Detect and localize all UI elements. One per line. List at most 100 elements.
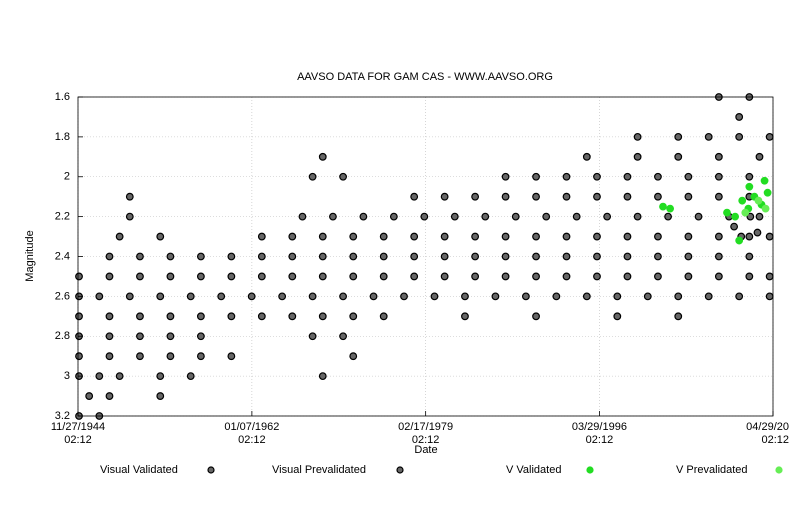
data-point — [735, 236, 744, 245]
data-point — [745, 172, 754, 181]
data-point — [765, 132, 774, 141]
data-point — [105, 392, 114, 400]
data-point — [603, 212, 612, 221]
data-point — [735, 132, 744, 141]
data-point — [379, 312, 388, 321]
data-point — [400, 292, 408, 301]
data-point — [308, 292, 317, 301]
data-point — [196, 332, 205, 341]
data-point — [379, 272, 388, 281]
data-point — [410, 232, 419, 241]
data-point — [633, 212, 642, 221]
data-point — [75, 352, 83, 361]
data-point — [582, 152, 591, 161]
data-point — [105, 312, 114, 321]
data-point — [461, 292, 469, 301]
data-point — [760, 176, 769, 185]
data-point — [257, 252, 266, 261]
data-point — [389, 212, 398, 221]
data-point — [714, 152, 723, 161]
data-point — [735, 292, 744, 301]
y-tick-label: 2.6 — [55, 290, 70, 302]
data-point — [674, 152, 683, 161]
legend-label: V Validated — [506, 464, 561, 476]
data-point — [582, 292, 591, 301]
y-tick-label: 2 — [64, 171, 70, 183]
data-point — [318, 232, 327, 241]
data-point — [227, 272, 236, 281]
data-point — [440, 272, 449, 281]
data-point — [532, 312, 540, 321]
data-point — [765, 272, 774, 281]
x-tick-label: 01/07/1962 02:12 — [224, 421, 279, 446]
data-point — [746, 212, 755, 221]
data-point — [738, 196, 747, 205]
x-tick-label: 03/29/1996 02:12 — [572, 421, 627, 446]
data-point — [741, 208, 750, 217]
data-point — [125, 292, 134, 301]
data-point — [349, 312, 358, 321]
data-point — [684, 252, 693, 261]
x-tick-label: 04/29/20 02:12 — [746, 421, 789, 446]
data-point — [694, 212, 703, 221]
data-point — [754, 196, 763, 205]
data-point — [450, 212, 459, 221]
y-tick-label: 2.2 — [55, 211, 70, 223]
data-point — [491, 292, 500, 301]
data-point — [136, 272, 144, 281]
data-point — [359, 212, 368, 221]
data-point — [714, 192, 723, 201]
data-point — [643, 292, 652, 301]
data-point — [196, 272, 205, 281]
data-point — [755, 152, 764, 161]
data-point — [420, 212, 429, 221]
legend-marker — [775, 466, 783, 474]
data-point — [765, 292, 774, 301]
data-point — [318, 152, 327, 161]
data-point — [714, 172, 723, 181]
data-point — [623, 272, 632, 281]
data-point — [684, 172, 693, 181]
y-tick-label: 3.2 — [55, 410, 70, 422]
data-point — [339, 292, 347, 301]
data-point — [227, 312, 236, 321]
data-point — [532, 252, 540, 261]
data-point — [95, 372, 104, 381]
data-point — [186, 292, 195, 301]
data-point — [339, 332, 347, 341]
plot-marks — [75, 93, 774, 420]
data-point — [318, 372, 327, 381]
data-point — [753, 228, 762, 237]
x-tick-label: 11/27/1944 02:12 — [51, 421, 105, 446]
data-point — [613, 292, 622, 301]
data-point — [318, 252, 327, 261]
data-point — [532, 232, 540, 241]
x-tick-label: 02/17/1979 02:12 — [398, 421, 453, 446]
data-point — [723, 208, 731, 217]
data-point — [501, 252, 510, 261]
data-point — [562, 192, 571, 201]
data-point — [410, 272, 419, 281]
data-point — [257, 232, 266, 241]
data-point — [511, 212, 520, 221]
x-axis-label: Date — [414, 444, 437, 456]
data-point — [410, 192, 419, 201]
data-point — [369, 292, 378, 301]
data-point — [95, 292, 104, 301]
data-point — [308, 172, 317, 181]
data-point — [440, 192, 449, 201]
plot-frame — [77, 96, 774, 417]
data-point — [623, 172, 632, 181]
data-point — [593, 192, 601, 201]
data-point — [318, 312, 327, 321]
data-point — [623, 232, 632, 241]
legend-label: Visual Prevalidated — [272, 464, 366, 476]
data-point — [532, 192, 540, 201]
data-point — [735, 113, 744, 121]
data-point — [532, 272, 540, 281]
data-point — [684, 272, 693, 281]
data-point — [654, 172, 662, 181]
legend-label: Visual Validated — [100, 464, 178, 476]
data-point — [136, 352, 144, 361]
data-point — [115, 232, 124, 241]
